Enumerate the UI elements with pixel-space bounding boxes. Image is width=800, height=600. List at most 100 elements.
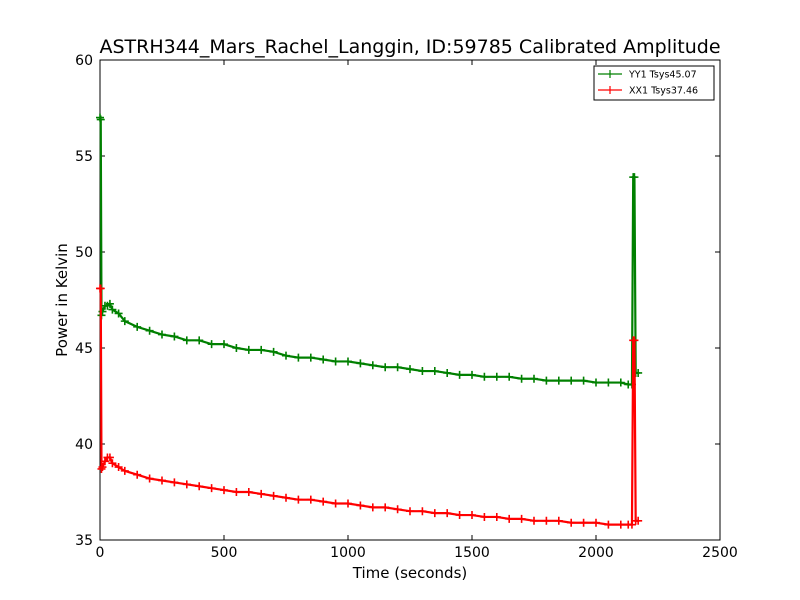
data-point [108,305,117,314]
data-point [517,374,526,383]
y-tick-label: 45 [75,341,93,357]
x-tick-label: 2500 [702,545,738,561]
data-point [105,299,114,308]
data-point [492,512,501,521]
data-point [368,361,377,370]
legend: YY1 Tsys45.07 XX1 Tsys37.46 [593,65,715,101]
chart-title: ASTRH344_Mars_Rachel_Langgin, ID:59785 C… [99,36,720,58]
data-point [381,363,390,372]
data-point [331,499,340,508]
data-point [418,367,427,376]
data-point [294,495,303,504]
y-tick-label: 40 [75,437,93,453]
data-point [207,484,216,493]
data-point [133,322,142,331]
data-point [257,489,266,498]
data-point [344,357,352,366]
y-tick-label: 50 [75,245,93,261]
data-point [630,173,639,182]
data-point [170,332,179,341]
data-point [356,359,365,368]
data-point [114,463,123,472]
data-point [306,495,315,504]
data-point [114,309,123,318]
legend-label-xx1: XX1 Tsys37.46 [629,86,698,97]
data-point [244,488,253,496]
data-point [505,372,514,381]
data-point [630,336,639,345]
data-point [517,514,526,523]
data-point [505,514,514,523]
data-point [294,353,303,362]
data-point [604,520,613,529]
x-tick-label: 0 [96,545,105,561]
data-point [96,284,105,293]
data-point [455,370,464,379]
data-point [220,486,228,495]
data-point [406,507,414,516]
data-point [579,518,588,527]
data-point [542,516,551,525]
data-point [443,509,452,518]
data-point [592,378,600,387]
x-tick-label: 500 [211,545,238,561]
x-tick-label: 2000 [578,545,614,561]
data-point [120,466,129,475]
data-point [627,520,636,529]
y-axis-ticks: 35 40 45 50 55 60 [75,53,720,549]
data-point [145,326,154,335]
data-point [393,363,402,372]
data-point [195,336,204,345]
data-point [257,345,266,354]
data-point [430,509,439,518]
data-point [105,453,114,462]
plot-frame [99,59,721,541]
data-point [616,520,625,529]
data-point [182,480,191,489]
data-point [356,501,365,510]
data-point [195,482,204,491]
x-tick-label: 1000 [330,545,366,561]
data-point [158,330,166,339]
data-point [344,499,352,508]
data-point [480,372,489,381]
data-point [158,476,166,485]
legend-box [593,65,715,101]
data-point [319,355,328,364]
data-point [331,357,340,366]
data-point [133,470,142,479]
y-tick-label: 35 [75,533,93,549]
data-point [530,374,538,383]
data-point [616,378,625,387]
data-point [492,372,501,381]
series-xx1 [96,284,643,529]
data-point [634,516,643,525]
data-point [368,503,377,512]
data-point [269,347,278,356]
data-point [393,505,402,514]
data-point [170,478,179,487]
data-point [530,516,538,525]
data-point [282,493,290,502]
data-point [381,503,390,512]
data-point [182,336,191,345]
data-point [232,344,241,352]
data-point [542,376,551,385]
x-axis-ticks: 0 500 1000 1500 2000 2500 [96,60,738,561]
data-point [579,376,588,385]
legend-label-yy1: YY1 Tsys45.07 [628,70,697,81]
data-point [468,511,476,520]
data-point [443,368,452,377]
data-point [567,518,576,527]
data-point [232,488,241,496]
data-point [120,317,129,326]
data-point [244,345,253,354]
data-point [220,340,228,349]
y-tick-label: 60 [75,53,93,69]
data-point [282,351,290,360]
series-layer [96,113,643,529]
y-tick-label: 55 [75,149,93,165]
data-point [269,491,278,500]
data-point [592,518,600,527]
data-point [604,378,613,387]
